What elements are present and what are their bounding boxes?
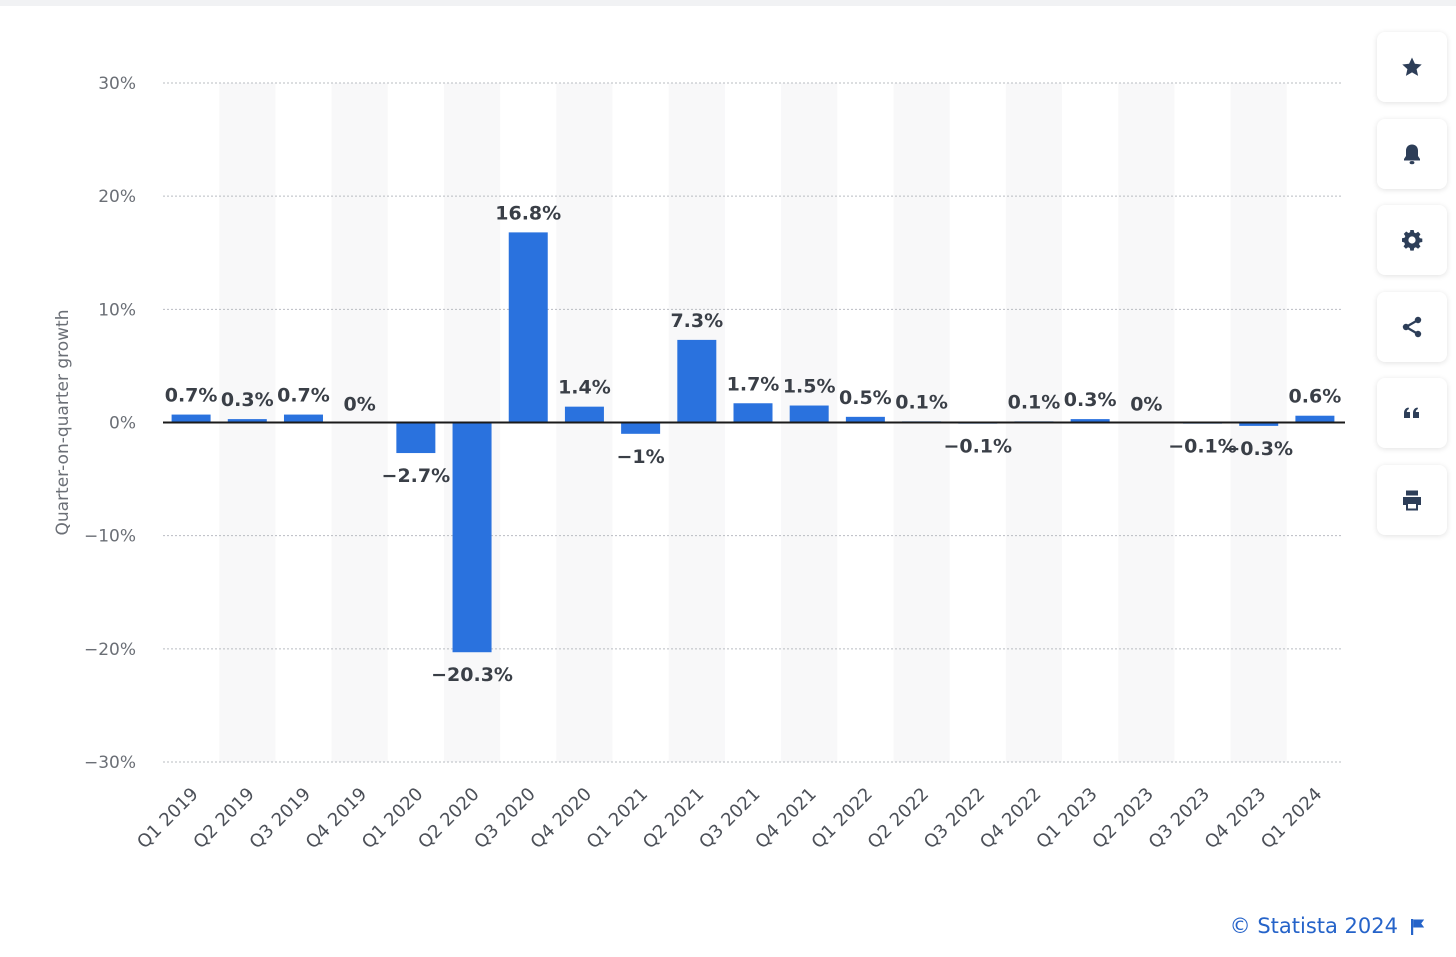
x-tick-label: Q2 2020 bbox=[414, 784, 483, 853]
data-label: 1.7% bbox=[727, 373, 780, 395]
data-label: 0% bbox=[344, 394, 376, 416]
bell-icon bbox=[1404, 144, 1420, 164]
top-divider bbox=[0, 0, 1456, 6]
gear-icon bbox=[1402, 230, 1423, 251]
data-label: −2.7% bbox=[382, 465, 451, 487]
data-label: 0.1% bbox=[1008, 391, 1061, 413]
x-tick-label: Q1 2019 bbox=[133, 784, 202, 853]
star-icon bbox=[1402, 57, 1422, 76]
x-tick-label: Q1 2024 bbox=[1257, 784, 1326, 853]
x-tick-label: Q1 2020 bbox=[358, 784, 427, 853]
data-label: 0.3% bbox=[221, 389, 274, 411]
share-icon bbox=[1402, 316, 1422, 337]
bar[interactable] bbox=[1295, 415, 1335, 423]
flag-icon[interactable] bbox=[1410, 918, 1426, 936]
quote-icon bbox=[1404, 407, 1419, 418]
y-tick-label: 0% bbox=[109, 414, 136, 434]
data-label: −20.3% bbox=[431, 664, 513, 686]
data-label: 0.7% bbox=[165, 385, 218, 407]
bar[interactable] bbox=[789, 405, 829, 423]
data-label: 0.7% bbox=[277, 385, 330, 407]
x-tick-label: Q2 2021 bbox=[639, 784, 708, 853]
x-tick-label: Q1 2023 bbox=[1032, 784, 1101, 853]
notification-button[interactable] bbox=[1377, 118, 1447, 189]
x-tick-label: Q4 2022 bbox=[976, 784, 1045, 853]
x-tick-label: Q3 2021 bbox=[695, 784, 764, 853]
y-tick-label: −30% bbox=[84, 753, 136, 773]
x-tick-label: Q1 2021 bbox=[583, 784, 652, 853]
data-label: 0.5% bbox=[839, 387, 892, 409]
bar[interactable] bbox=[283, 414, 323, 423]
chart-toolbar bbox=[1377, 32, 1449, 551]
data-label: 0% bbox=[1130, 394, 1162, 416]
bar[interactable] bbox=[452, 422, 492, 653]
data-label: 0.3% bbox=[1064, 389, 1117, 411]
x-tick-label: Q2 2023 bbox=[1088, 784, 1157, 853]
copyright-credit-link[interactable]: © Statista 2024 bbox=[1229, 914, 1398, 938]
data-label: 0.6% bbox=[1289, 386, 1342, 408]
x-tick-label: Q4 2023 bbox=[1201, 784, 1270, 853]
settings-button[interactable] bbox=[1377, 205, 1447, 275]
bar[interactable] bbox=[845, 416, 885, 423]
x-tick-label: Q4 2021 bbox=[751, 784, 820, 853]
data-label: 1.5% bbox=[783, 376, 836, 398]
share-button[interactable] bbox=[1377, 291, 1447, 362]
x-tick-label: Q1 2022 bbox=[808, 784, 877, 853]
bar[interactable] bbox=[508, 232, 548, 423]
y-tick-label: −20% bbox=[84, 640, 136, 660]
bar[interactable] bbox=[227, 419, 267, 423]
data-label: −0.3% bbox=[1224, 438, 1293, 460]
data-label: −0.1% bbox=[1168, 436, 1237, 458]
bar[interactable] bbox=[1070, 419, 1110, 423]
x-tick-label: Q3 2023 bbox=[1145, 784, 1214, 853]
cite-button[interactable] bbox=[1377, 378, 1447, 448]
y-tick-label: −10% bbox=[84, 527, 136, 547]
printer-icon bbox=[1403, 490, 1421, 510]
x-tick-label: Q3 2019 bbox=[246, 784, 315, 853]
x-tick-label: Q2 2019 bbox=[189, 784, 258, 853]
y-tick-label: 10% bbox=[98, 300, 136, 320]
y-axis-label: Quarter-on-quarter growth bbox=[53, 310, 73, 536]
bar[interactable] bbox=[621, 422, 661, 434]
bar[interactable] bbox=[396, 422, 436, 454]
x-tick-label: Q3 2020 bbox=[470, 784, 539, 853]
data-label: 0.1% bbox=[895, 391, 948, 413]
print-button[interactable] bbox=[1377, 464, 1447, 535]
favorite-button[interactable] bbox=[1377, 32, 1447, 102]
x-tick-label: Q2 2022 bbox=[864, 784, 933, 853]
data-label: 7.3% bbox=[670, 310, 723, 332]
data-label: 1.4% bbox=[558, 377, 611, 399]
bar[interactable] bbox=[733, 403, 773, 423]
x-tick-label: Q4 2020 bbox=[527, 784, 596, 853]
x-tick-label: Q4 2019 bbox=[302, 784, 371, 853]
data-label: 16.8% bbox=[495, 202, 561, 224]
bar[interactable] bbox=[171, 414, 211, 423]
y-tick-label: 30% bbox=[98, 74, 136, 94]
x-tick-label: Q3 2022 bbox=[920, 784, 989, 853]
y-tick-label: 20% bbox=[98, 187, 136, 207]
data-label: −1% bbox=[617, 446, 665, 468]
bar[interactable] bbox=[564, 406, 604, 423]
bar-chart: 30%20%10%0%−10%−20%−30% 0.7% 0.3% 0.7% 0%−2… bbox=[53, 74, 1345, 853]
data-label: −0.1% bbox=[943, 436, 1012, 458]
bar[interactable] bbox=[677, 339, 717, 423]
bar[interactable] bbox=[1239, 422, 1279, 426]
